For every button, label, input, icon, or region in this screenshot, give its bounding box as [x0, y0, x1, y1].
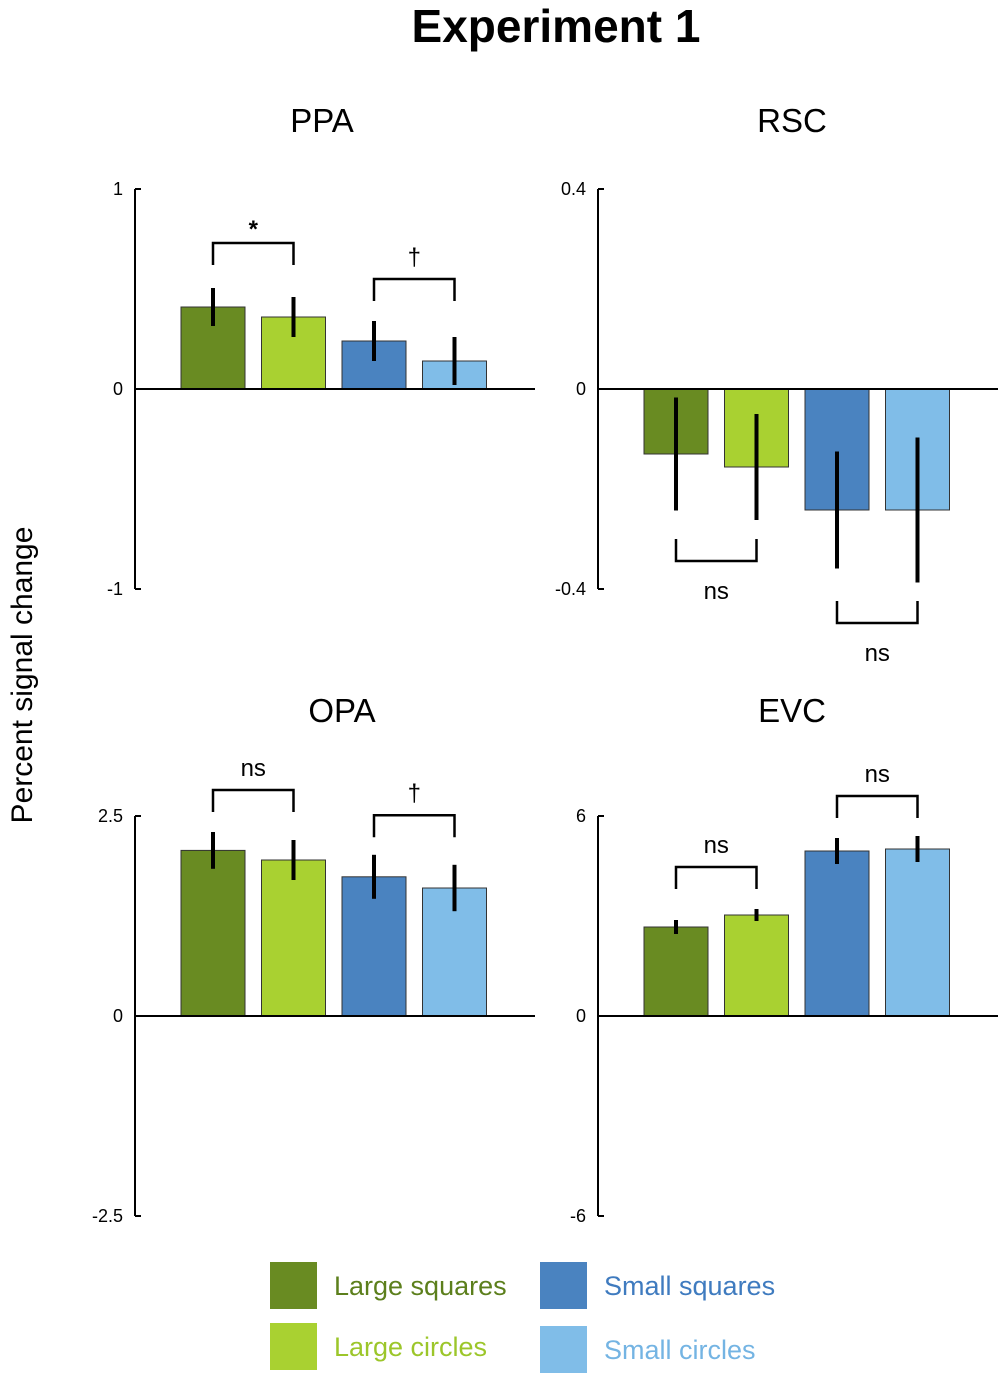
panel-title: EVC: [758, 692, 826, 729]
y-tick-label: 0: [576, 379, 586, 399]
bar-small-circles: [885, 848, 950, 1017]
legend-swatch: [270, 1262, 317, 1309]
bar-small-squares: [341, 876, 407, 1017]
significance-bracket: [835, 601, 919, 625]
y-tick-label: -0.4: [555, 579, 586, 599]
legend-swatch: [270, 1323, 317, 1370]
y-tick-label: 6: [576, 806, 586, 826]
y-tick-label: 0: [113, 1006, 123, 1026]
panel-rsc: RSC 0.4 0 -0.4 ns ns: [555, 102, 998, 667]
y-tick-label: 0: [576, 1006, 586, 1026]
significance-bracket: [211, 788, 295, 812]
bar-large-circles: [261, 859, 326, 1017]
significance-bracket: [372, 277, 456, 301]
significance-label: †: [408, 780, 421, 807]
panel-title: RSC: [757, 102, 827, 139]
legend-swatch: [540, 1262, 587, 1309]
panel-ppa: PPA 1 0 -1 * †: [107, 102, 535, 599]
significance-label: *: [249, 216, 259, 243]
significance-label: ns: [704, 832, 729, 859]
significance-bracket: [372, 813, 456, 838]
bar-small-squares: [804, 850, 870, 1017]
significance-label: ns: [241, 755, 266, 782]
legend-item: Large squares: [270, 1262, 507, 1309]
legend: Large squares Large circles Small squares S…: [270, 1262, 775, 1373]
figure-title: Experiment 1: [412, 0, 701, 52]
bar-small-circles: [422, 887, 487, 1017]
y-tick-label: -1: [107, 579, 123, 599]
significance-label: †: [408, 244, 421, 271]
y-tick-label: 2.5: [98, 806, 123, 826]
panel-opa: OPA 2.5 0 -2.5 ns †: [92, 692, 535, 1226]
significance-label: ns: [704, 578, 729, 605]
panel-title: OPA: [308, 692, 375, 729]
significance-bracket: [211, 241, 295, 265]
significance-label: ns: [865, 761, 890, 788]
legend-swatch: [540, 1326, 587, 1373]
significance-bracket: [674, 539, 758, 563]
panel-title: PPA: [290, 102, 354, 139]
y-axis-label: Percent signal change: [6, 527, 39, 824]
y-tick-label: -6: [570, 1206, 586, 1226]
legend-item: Large circles: [270, 1323, 487, 1370]
significance-bracket: [674, 865, 758, 889]
y-tick-label: -2.5: [92, 1206, 123, 1226]
y-tick-label: 0.4: [561, 179, 586, 199]
legend-label: Small circles: [604, 1335, 756, 1365]
legend-label: Large circles: [334, 1332, 487, 1362]
panel-evc: EVC 6 0 -6 ns ns: [570, 692, 998, 1226]
y-tick-label: 1: [113, 179, 123, 199]
bar-large-circles: [724, 914, 789, 1017]
bar-large-squares: [643, 926, 709, 1017]
bar-large-squares: [180, 849, 246, 1017]
legend-label: Small squares: [604, 1271, 775, 1301]
y-tick-label: 0: [113, 379, 123, 399]
significance-label: ns: [865, 640, 890, 667]
legend-label: Large squares: [334, 1271, 507, 1301]
significance-bracket: [835, 794, 919, 818]
legend-item: Small circles: [540, 1326, 756, 1373]
legend-item: Small squares: [540, 1262, 775, 1309]
